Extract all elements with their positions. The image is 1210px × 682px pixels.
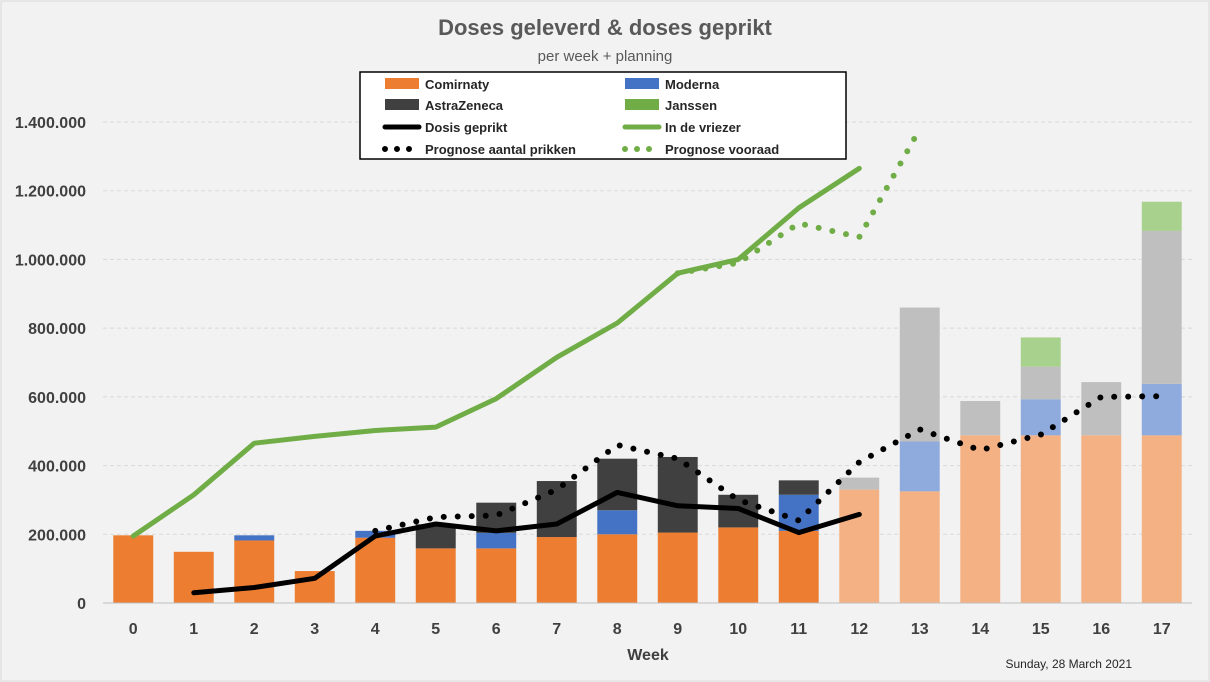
x-tick-label: 10: [729, 621, 747, 638]
x-tick-label: 8: [613, 621, 622, 638]
y-tick-label: 1.000.000: [15, 252, 86, 269]
line-prognose-vooraad: [674, 125, 923, 277]
bar-comirnaty: [778, 530, 819, 603]
y-tick-label: 1.400.000: [15, 115, 86, 132]
x-tick-label: 7: [552, 621, 561, 638]
bar-astrazeneca: [1141, 230, 1182, 384]
legend-label-comirnaty: Comirnaty: [425, 77, 490, 92]
legend-label-moderna: Moderna: [665, 77, 720, 92]
bar-astrazeneca: [657, 456, 698, 533]
bar-comirnaty: [899, 491, 940, 603]
legend-label-dosis-geprikt: Dosis geprikt: [425, 120, 508, 135]
y-tick-label: 800.000: [28, 321, 86, 338]
bar-moderna: [1141, 383, 1182, 436]
bar-moderna: [234, 535, 275, 541]
bar-janssen: [1141, 201, 1182, 231]
legend-swatch-janssen: [625, 99, 659, 110]
x-tick-label: 9: [673, 621, 682, 638]
legend-label-prognose-vooraad: Prognose vooraad: [665, 142, 779, 157]
y-tick-label: 0: [77, 596, 86, 613]
bar-moderna: [476, 532, 517, 549]
line-dosis-geprikt: [191, 489, 862, 596]
legend-label-janssen: Janssen: [665, 98, 717, 113]
legend-swatch-astrazeneca: [385, 99, 419, 110]
y-tick-label: 400.000: [28, 459, 86, 476]
bar-comirnaty: [536, 537, 577, 603]
y-tick-label: 600.000: [28, 390, 86, 407]
x-tick-label: 11: [790, 621, 807, 638]
date-stamp: Sunday, 28 March 2021: [1005, 657, 1132, 671]
y-tick-label: 1.200.000: [15, 184, 86, 201]
x-axis-ticks: 0 1 2 3 4 5 6 7 8 9 10 11 12 13 14 15 16 17: [129, 621, 1171, 638]
bar-comirnaty: [476, 548, 517, 603]
bar-comirnaty: [718, 527, 759, 603]
line-in-de-vriezer: [130, 165, 862, 539]
legend-label-in-de-vriezer: In de vriezer: [665, 120, 741, 135]
y-axis-ticks: 0 200.000 400.000 600.000 800.000 1.000.000 1.…: [15, 115, 86, 613]
x-tick-label: 15: [1032, 621, 1050, 638]
x-tick-label: 1: [189, 621, 198, 638]
legend-swatch-moderna: [625, 78, 659, 89]
legend-box: [359, 71, 847, 160]
legend-swatch-comirnaty: [385, 78, 419, 89]
bar-moderna: [597, 510, 638, 535]
x-axis-label: Week: [627, 647, 669, 664]
bar-comirnaty: [1081, 435, 1122, 603]
bar-comirnaty: [113, 535, 154, 603]
y-tick-label: 200.000: [28, 527, 86, 544]
bar-astrazeneca: [960, 400, 1001, 436]
x-tick-label: 4: [371, 621, 380, 638]
x-tick-label: 13: [911, 621, 929, 638]
x-tick-label: 3: [310, 621, 319, 638]
bars: [113, 201, 1182, 603]
bar-comirnaty: [355, 537, 396, 603]
bar-comirnaty: [173, 551, 214, 603]
legend-label-prognose-aantal-prikken: Prognose aantal prikken: [425, 142, 576, 157]
bar-comirnaty: [597, 534, 638, 603]
x-tick-label: 17: [1153, 621, 1171, 638]
chart-title: Doses geleverd & doses geprikt: [438, 15, 772, 40]
bar-comirnaty: [1020, 435, 1061, 603]
x-tick-label: 14: [971, 621, 989, 638]
bar-comirnaty: [234, 540, 275, 603]
bar-astrazeneca: [536, 481, 577, 538]
x-tick-label: 16: [1092, 621, 1110, 638]
bar-comirnaty: [960, 435, 1001, 603]
x-tick-label: 0: [129, 621, 138, 638]
bar-janssen: [1020, 337, 1061, 367]
legend-label-astrazeneca: AstraZeneca: [425, 98, 504, 113]
chart-subtitle: per week + planning: [538, 48, 673, 65]
bar-comirnaty: [1141, 435, 1182, 603]
legend: Comirnaty Moderna AstraZeneca Janssen Dosis …: [359, 71, 847, 160]
bar-astrazeneca: [778, 480, 819, 495]
bar-astrazeneca: [1020, 366, 1061, 400]
bar-astrazeneca: [899, 307, 940, 442]
x-tick-label: 5: [431, 621, 440, 638]
bar-comirnaty: [657, 532, 698, 603]
bar-astrazeneca: [839, 477, 880, 490]
bar-moderna: [1020, 399, 1061, 436]
lines: [130, 125, 1165, 596]
x-tick-label: 2: [250, 621, 259, 638]
bar-comirnaty: [415, 548, 456, 603]
legend-entries: Comirnaty Moderna AstraZeneca Janssen Dosis …: [382, 77, 779, 157]
x-tick-label: 6: [492, 621, 501, 638]
bar-astrazeneca: [1081, 382, 1122, 436]
x-tick-label: 12: [850, 621, 868, 638]
bar-comirnaty: [839, 489, 880, 603]
bar-moderna: [899, 441, 940, 492]
